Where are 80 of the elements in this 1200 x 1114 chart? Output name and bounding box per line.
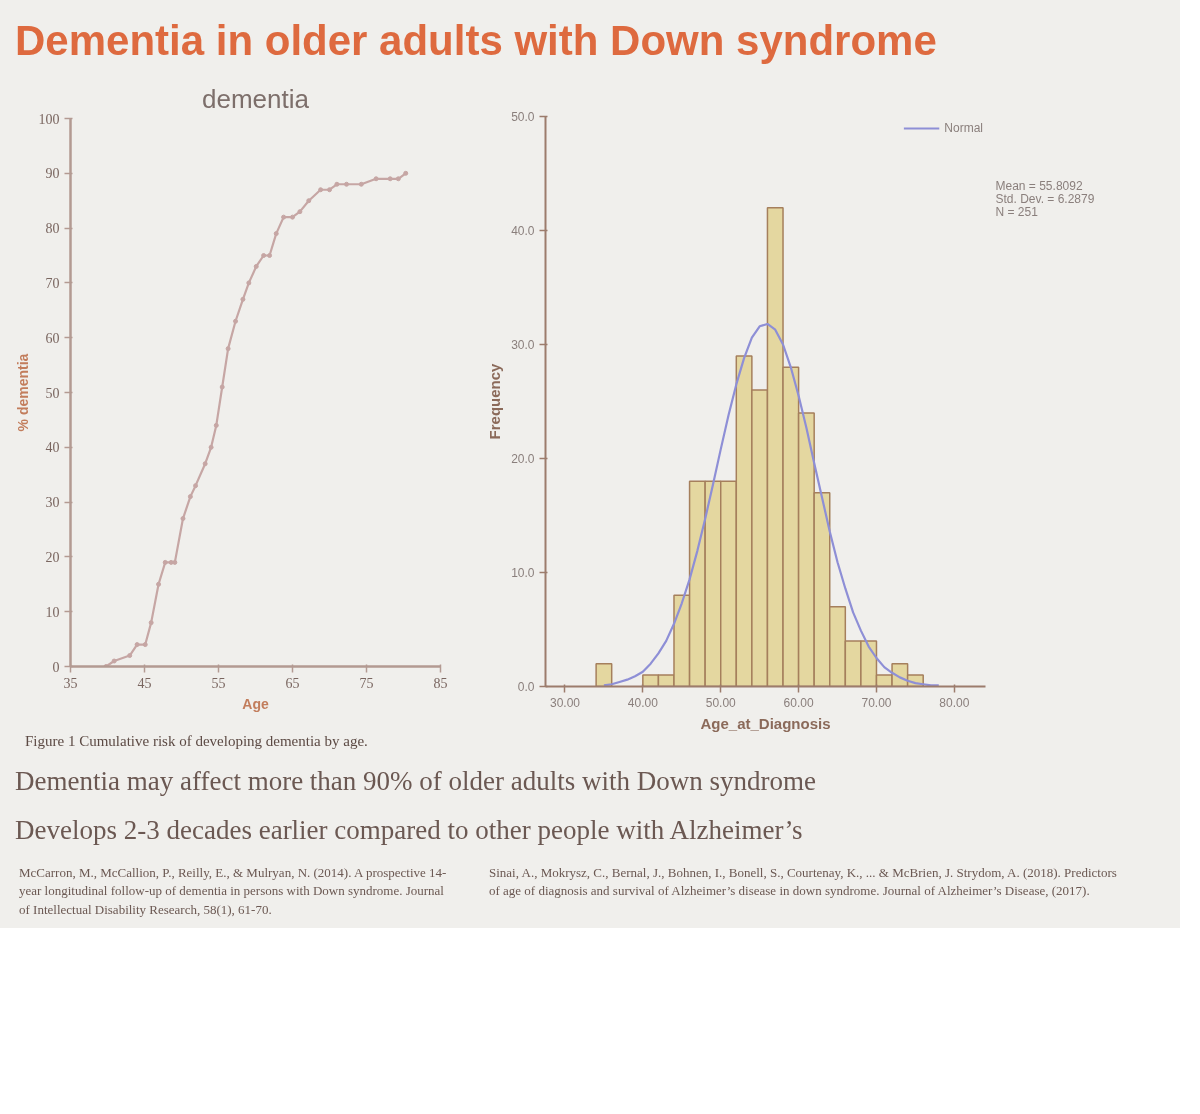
text: McCarron, M., McCallion, P., Reilly, E., & Mulryan, N. (2014). A prospective 14-year longitudinal follow-up of dementia in persons with Down syndrome. Journal of Intellectual Disability Research, 58(1), 61-70.: [19, 863, 448, 919]
text: Develops 2-3 decades earlier compared to other people with Alzheimer’s: [15, 814, 803, 847]
point: [156, 581, 162, 587]
x-tick-label: 65: [285, 675, 300, 691]
point: [318, 187, 324, 193]
x-tick-label: 70.00: [861, 695, 892, 710]
x-tick-label: 35: [63, 675, 78, 691]
point: [219, 384, 225, 390]
y-tick-label: 10: [45, 604, 60, 620]
y-tick-label: 0.0: [517, 680, 535, 694]
y-tick-label: 40: [45, 440, 60, 456]
y-tick-label: 70: [45, 275, 60, 291]
point: [267, 253, 273, 258]
y-tick-label: 10.0: [511, 566, 535, 580]
point: [172, 559, 178, 565]
x-tick-label: 75: [359, 675, 374, 691]
point: [225, 346, 231, 352]
y-tick-label: 30: [45, 495, 60, 511]
x-tick-label: 30.00: [549, 695, 581, 710]
point: [334, 181, 340, 187]
y-tick-label: 90: [45, 166, 60, 182]
point: [273, 231, 279, 237]
caption: Figure 1 Cumulative risk of developing dementia by age.: [25, 732, 368, 751]
point: [306, 198, 312, 204]
point: [193, 483, 199, 489]
y-axis-title: Frequency: [486, 362, 504, 440]
text: Sinai, A., Mokrysz, C., Bernal, J., Bohnen, I., Bonell, S., Courtenay, K., ... & McBrien, J. Strydom, A. (2018). Predictors of age of diagnosis and survival of Alzheimer’s disease in down syndrome. Journal of Alzheimer’s Disease, (2017).: [489, 863, 1118, 901]
point: [208, 444, 214, 450]
chart-title: dementia: [202, 83, 310, 114]
point: [111, 658, 117, 664]
point: [395, 176, 401, 182]
point: [403, 170, 409, 176]
text: Std. Dev. = 6.2879: [995, 192, 1095, 207]
y-tick-label: 40.0: [511, 224, 535, 238]
point: [387, 176, 393, 182]
point: [162, 559, 168, 565]
point: [327, 187, 332, 193]
text: Dementia may affect more than 90% of older adults with Down syndrome: [15, 765, 817, 799]
y-tick-label: 0: [52, 659, 60, 675]
x-tick-label: 60.00: [783, 695, 814, 710]
point: [233, 318, 239, 324]
point: [246, 280, 252, 286]
point: [202, 461, 208, 467]
x-tick-label: 40.00: [627, 695, 659, 710]
point: [134, 642, 140, 648]
x-axis-title: Age_at_Diagnosis: [700, 714, 831, 732]
y-tick-label: 30.0: [511, 338, 535, 352]
text: Mean = 55.8092: [995, 179, 1083, 194]
y-tick-label: 100: [38, 111, 60, 127]
y-tick-label: 20: [45, 549, 60, 565]
point: [127, 653, 133, 659]
point: [187, 494, 193, 500]
y-axis-title: % dementia: [14, 353, 31, 432]
x-tick-label: 50.00: [705, 695, 737, 710]
point: [148, 620, 154, 626]
text: N = 251: [995, 204, 1039, 219]
y-tick-label: 50: [45, 385, 60, 401]
y-tick-label: 60: [45, 330, 60, 346]
point: [373, 176, 379, 182]
point: [142, 642, 148, 648]
point: [253, 263, 259, 269]
x-axis-title: Age: [242, 695, 269, 712]
point: [180, 516, 186, 522]
y-tick-label: 80: [45, 221, 60, 237]
point: [261, 253, 267, 258]
point: [240, 296, 246, 302]
x-tick-label: 55: [211, 675, 226, 691]
x-tick-label: 45: [137, 675, 152, 691]
point: [281, 214, 287, 220]
x-tick-label: 80.00: [939, 695, 970, 710]
point: [344, 181, 350, 187]
point: [290, 214, 295, 220]
point: [358, 181, 364, 187]
point: [297, 209, 303, 215]
legend-label: Normal: [944, 121, 983, 135]
y-tick-label: 50.0: [511, 110, 535, 124]
text: Dementia in older adults with Down syndrome: [15, 16, 937, 66]
y-tick-label: 20.0: [511, 452, 535, 466]
x-tick-label: 85: [433, 675, 448, 691]
point: [213, 422, 219, 428]
